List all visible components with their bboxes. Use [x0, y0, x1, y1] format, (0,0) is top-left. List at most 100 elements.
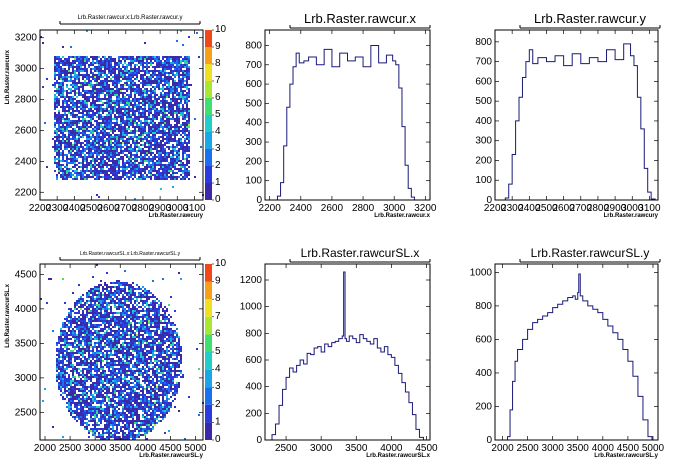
- heatmap-cell: [146, 136, 148, 138]
- heatmap-cell: [64, 154, 66, 156]
- heatmap-cell: [170, 70, 172, 72]
- heatmap-cell: [104, 418, 106, 420]
- heatmap-cell: [74, 330, 76, 332]
- heatmap-cell: [138, 66, 140, 68]
- heatmap-cell: [96, 378, 98, 380]
- heatmap-cell: [98, 436, 100, 438]
- heatmap-cell: [128, 156, 130, 158]
- heatmap-cell: [166, 164, 168, 166]
- heatmap-cell: [100, 382, 102, 384]
- heatmap-cell: [182, 178, 184, 180]
- heatmap-cell: [128, 78, 130, 80]
- heatmap-cell: [166, 92, 168, 94]
- x-tick-label: 2300: [46, 203, 69, 214]
- heatmap-cell: [66, 94, 68, 96]
- heatmap-cell: [150, 148, 152, 150]
- heatmap-cell: [184, 168, 186, 170]
- heatmap-cell: [118, 116, 120, 118]
- heatmap-cell: [186, 122, 188, 124]
- heatmap-cell: [106, 286, 108, 288]
- heatmap-cell: [152, 126, 154, 128]
- heatmap-cell: [60, 174, 62, 176]
- heatmap-cell: [70, 146, 72, 148]
- heatmap-cell: [108, 64, 110, 66]
- heatmap-cell: [114, 114, 116, 116]
- heatmap-cell: [110, 60, 112, 62]
- heatmap-cell: [78, 328, 80, 330]
- heatmap-cell: [84, 388, 86, 390]
- heatmap-cell: [106, 170, 108, 172]
- heatmap-cell: [64, 338, 66, 340]
- heatmap-cell: [108, 126, 110, 128]
- heatmap-cell: [104, 412, 106, 414]
- heatmap-cell: [70, 122, 72, 124]
- heatmap-cell: [78, 60, 80, 62]
- heatmap-cell: [88, 356, 90, 358]
- heatmap-cell: [60, 380, 62, 382]
- heatmap-cell: [84, 358, 86, 360]
- heatmap-cell: [74, 66, 76, 68]
- heatmap-cell: [122, 140, 124, 142]
- heatmap-cell: [98, 408, 100, 410]
- heatmap-cell: [150, 176, 152, 178]
- heatmap-cell: [70, 92, 72, 94]
- heatmap-cell: [92, 84, 94, 86]
- heatmap-cell: [96, 152, 98, 154]
- heatmap-cell: [112, 372, 114, 374]
- heatmap-cell: [138, 102, 140, 104]
- heatmap-cell: [68, 366, 70, 368]
- heatmap-cell: [174, 76, 176, 78]
- heatmap-cell: [76, 408, 78, 410]
- heatmap-cell: [64, 376, 66, 378]
- heatmap-cell: [102, 384, 104, 386]
- heatmap-cell: [146, 56, 148, 58]
- heatmap-cell: [112, 316, 114, 318]
- heatmap-cell: [58, 118, 60, 120]
- heatmap-cell: [62, 332, 64, 334]
- heatmap-cell: [114, 306, 116, 308]
- heatmap-cell: [142, 156, 144, 158]
- heatmap-cell: [110, 64, 112, 66]
- heatmap-cell: [126, 112, 128, 114]
- heatmap-cell: [156, 100, 158, 102]
- heatmap-cell: [92, 92, 94, 94]
- heatmap-cell: [96, 422, 98, 424]
- heatmap-cell: [82, 318, 84, 320]
- heatmap-cell: [56, 64, 58, 66]
- heatmap-cell: [88, 120, 90, 122]
- heatmap-cell: [62, 374, 64, 376]
- heatmap-cell: [84, 378, 86, 380]
- heatmap-cell: [174, 132, 176, 134]
- heatmap-cell: [74, 92, 76, 94]
- heatmap-cell: [130, 62, 132, 64]
- heatmap-cell: [104, 426, 106, 428]
- heatmap-cell: [98, 314, 100, 316]
- heatmap-cell: [104, 332, 106, 334]
- heatmap-cell: [66, 340, 68, 342]
- heatmap-cell: [98, 72, 100, 74]
- heatmap-cell: [80, 332, 82, 334]
- heatmap-cell: [80, 422, 82, 424]
- heatmap-cell: [148, 102, 150, 104]
- heatmap-cell: [140, 58, 142, 60]
- heatmap-cell: [96, 370, 98, 372]
- heatmap-cell: [76, 110, 78, 112]
- heatmap-cell: [110, 310, 112, 312]
- heatmap-cell: [142, 78, 144, 80]
- heatmap-cell: [84, 380, 86, 382]
- heatmap-cell: [66, 158, 68, 160]
- heatmap-cell: [64, 354, 66, 356]
- heatmap-cell: [100, 126, 102, 128]
- heatmap-cell: [186, 128, 188, 130]
- heatmap-cell: [68, 334, 70, 336]
- heatmap-cell: [54, 64, 56, 66]
- heatmap-cell: [72, 96, 74, 98]
- heatmap-cell: [166, 72, 168, 74]
- heatmap-cell: [106, 426, 108, 428]
- heatmap-cell: [46, 78, 48, 80]
- heatmap-cell: [76, 138, 78, 140]
- heatmap-cell: [148, 134, 150, 136]
- heatmap-cell: [128, 64, 130, 66]
- heatmap-cell: [164, 138, 166, 140]
- heatmap-cell: [58, 338, 60, 340]
